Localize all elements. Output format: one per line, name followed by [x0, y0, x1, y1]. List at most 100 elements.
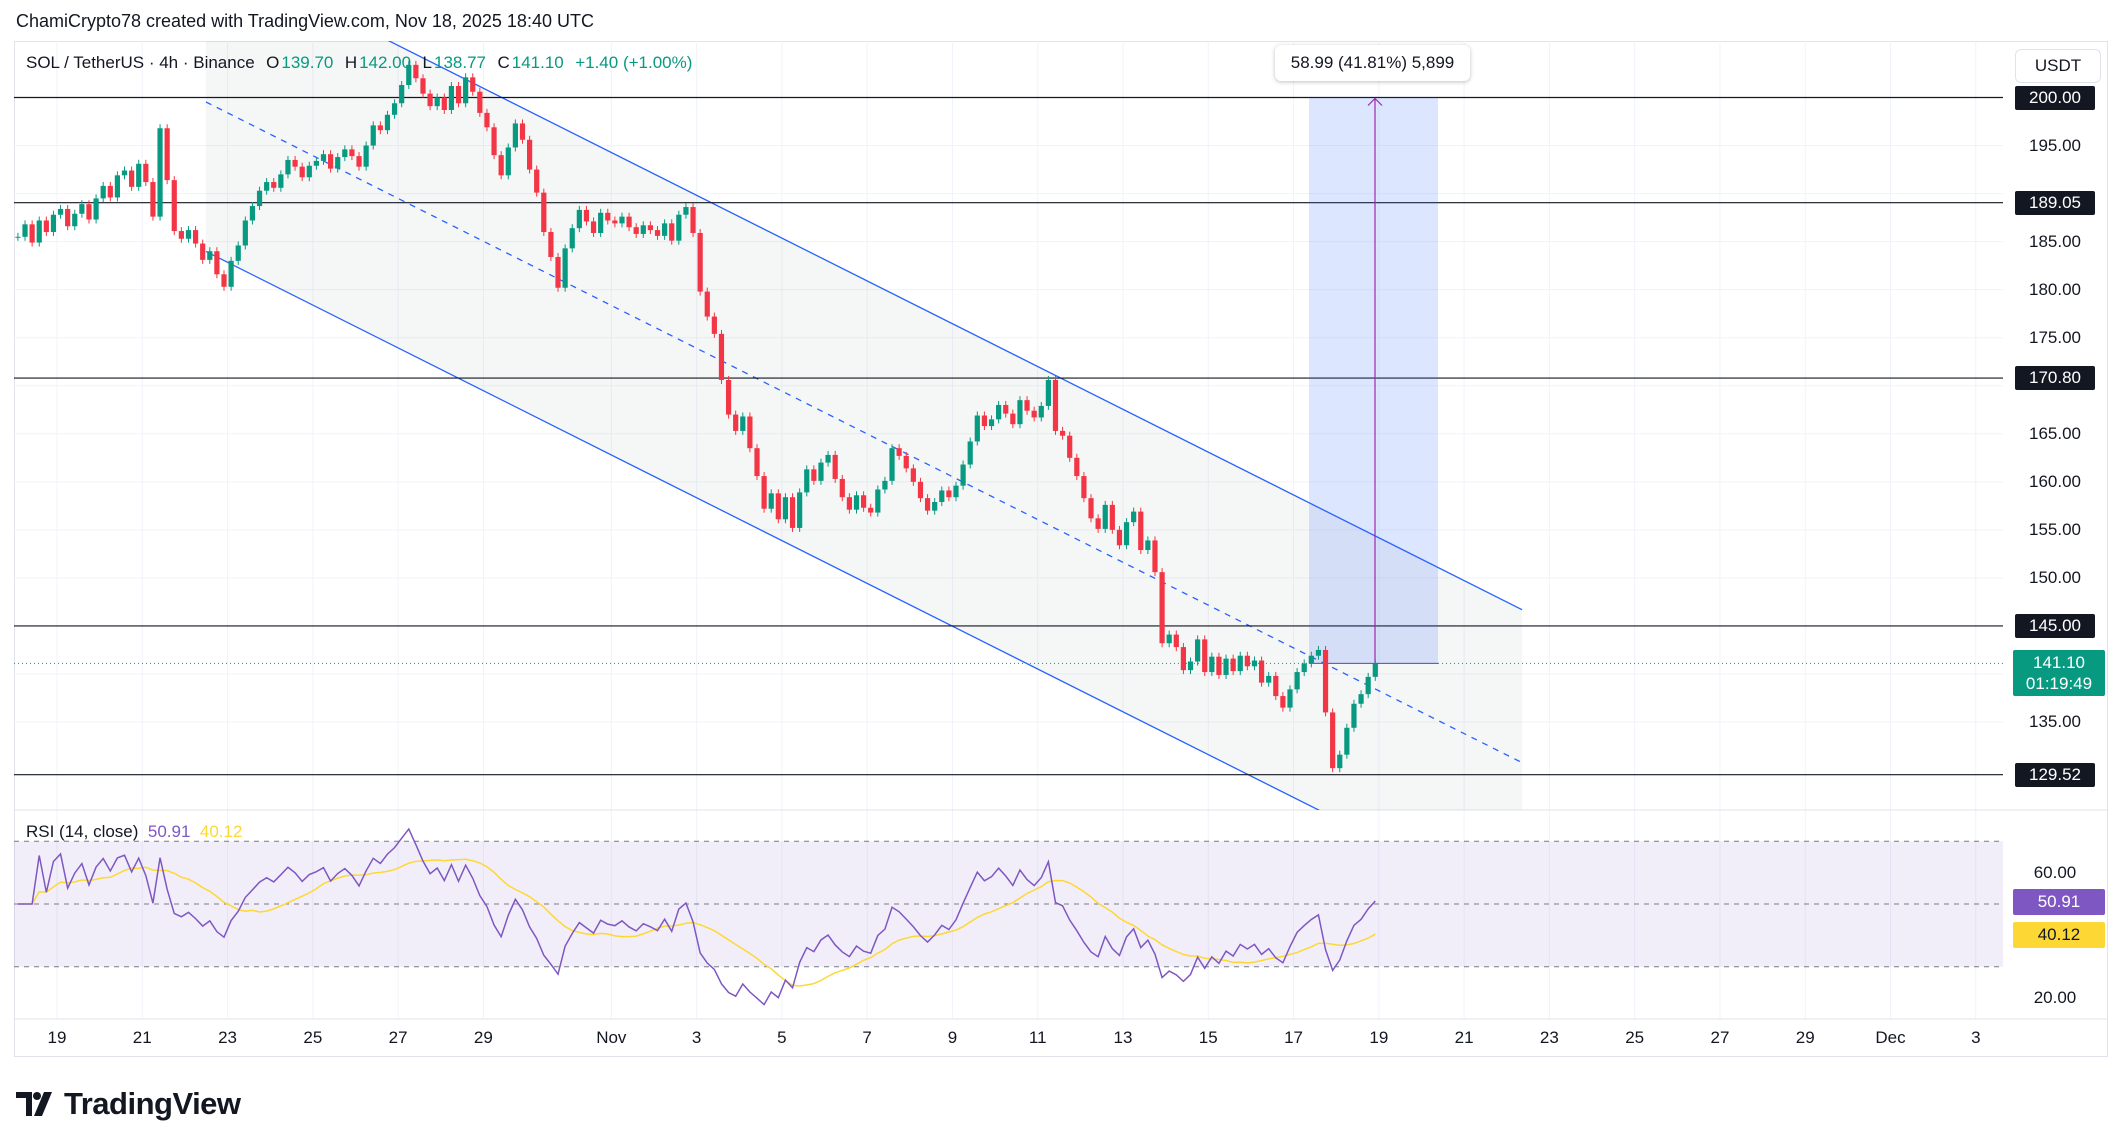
measure-box [1309, 97, 1438, 664]
candle [1330, 712, 1336, 769]
candle [683, 207, 689, 215]
candle [1266, 675, 1272, 683]
candle [57, 208, 64, 215]
date-label: 5 [777, 1028, 787, 1047]
rsi-line [17, 827, 1376, 1006]
parallel-channel [205, 41, 1523, 810]
candle [363, 145, 369, 167]
candle [1372, 663, 1378, 677]
candle [228, 260, 234, 287]
candle [114, 175, 121, 198]
candle [1024, 400, 1030, 411]
candle [1223, 658, 1229, 675]
candle [370, 125, 376, 146]
candle [519, 123, 526, 140]
candle [598, 212, 604, 233]
candle [335, 157, 341, 169]
candle [463, 77, 469, 104]
candle [235, 245, 241, 261]
candle [413, 64, 419, 79]
candle [932, 501, 938, 511]
candle [1131, 511, 1137, 523]
candle [29, 224, 35, 243]
candle [129, 170, 135, 187]
horizontal-levels [14, 96, 2003, 776]
candle [583, 209, 590, 222]
candle [22, 224, 28, 237]
candle [285, 159, 291, 175]
candle [1301, 663, 1307, 673]
measure-arrowhead [1367, 97, 1383, 106]
candle [320, 154, 327, 161]
candle [420, 78, 426, 94]
candle [612, 220, 618, 224]
candle [1166, 634, 1172, 644]
candle [455, 85, 462, 104]
price-tick: 155.00 [2029, 519, 2081, 539]
candle [818, 462, 824, 481]
candle [342, 149, 348, 158]
date-label: 25 [1625, 1028, 1645, 1047]
candle [256, 190, 263, 207]
candle [526, 139, 533, 170]
candle [1031, 410, 1037, 418]
candle [178, 231, 184, 239]
candle [903, 455, 909, 469]
candle [1010, 413, 1016, 425]
candle [157, 128, 163, 217]
price-tick: 165.00 [2029, 423, 2081, 443]
candle [391, 103, 398, 115]
candle [704, 291, 710, 317]
candle [434, 97, 440, 107]
candle [306, 165, 312, 178]
logo-text: TradingView [64, 1086, 241, 1121]
date-label: 21 [132, 1028, 152, 1047]
date-label: 19 [1369, 1028, 1389, 1047]
channel-group [205, 41, 1523, 810]
candle [242, 220, 248, 246]
candle [136, 163, 142, 187]
candle [861, 495, 867, 508]
rsi-ma-line [17, 858, 1376, 987]
candle [939, 490, 945, 502]
candle [662, 223, 668, 236]
price-tick: 185.00 [2029, 231, 2081, 251]
candle [1145, 540, 1151, 551]
candle [79, 204, 85, 214]
candle [384, 114, 391, 131]
candle [718, 333, 725, 380]
candle [121, 170, 128, 176]
date-label: 29 [1795, 1028, 1815, 1047]
candle [605, 212, 611, 221]
price-tick: 175.00 [2029, 327, 2081, 347]
current-price-badge: 141.10 01:19:49 [2013, 650, 2105, 696]
candle [1045, 379, 1051, 406]
rsi-ma-badge: 40.12 [2013, 922, 2105, 949]
candle [1209, 656, 1215, 673]
currency-button[interactable]: USDT [2015, 49, 2101, 83]
candle [569, 228, 575, 249]
rsi-value-badge: 50.91 [2013, 889, 2105, 916]
low-label: L [422, 53, 433, 72]
candle [839, 478, 845, 498]
rsi-title[interactable]: RSI (14, close) [26, 822, 139, 841]
date-label: 19 [47, 1028, 67, 1047]
date-label: 17 [1284, 1028, 1304, 1047]
channel-upper-line [387, 41, 1523, 611]
open-value: 139.70 [281, 53, 334, 72]
candle [1059, 430, 1066, 436]
symbol-name[interactable]: SOL / TetherUS · 4h · Binance [26, 53, 255, 72]
candle [1038, 405, 1044, 418]
candle [1173, 634, 1179, 648]
candle [896, 448, 902, 456]
candle [853, 495, 860, 510]
candle [278, 174, 284, 188]
candle [697, 232, 703, 292]
candle [200, 243, 206, 260]
candle [1152, 540, 1158, 573]
candle [875, 489, 881, 513]
tradingview-logo[interactable]: TradingView [16, 1086, 241, 1122]
candle [441, 97, 447, 110]
current-price: 141.10 [2033, 653, 2085, 672]
